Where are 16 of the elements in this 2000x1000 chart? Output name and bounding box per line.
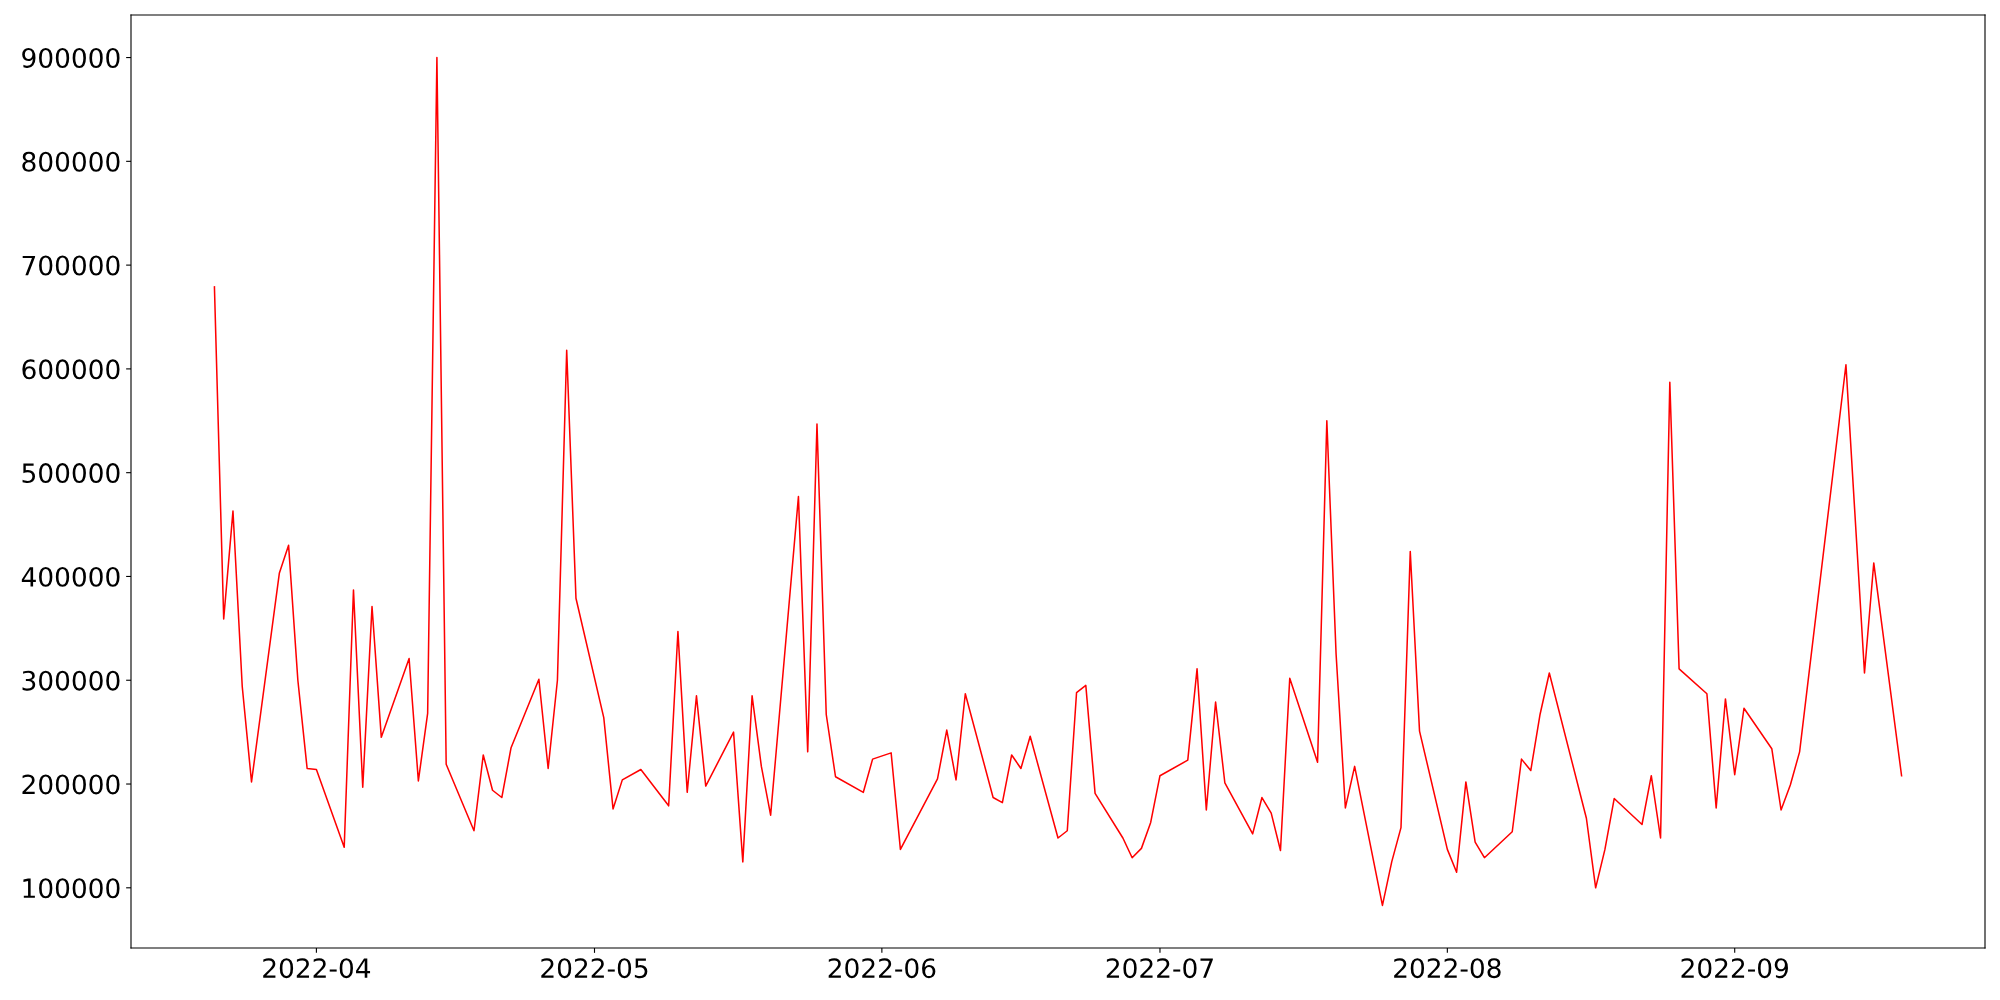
x-tick-label: 2022-04	[263, 958, 371, 979]
y-tick-label: 700000	[22, 255, 120, 276]
y-tick-label: 300000	[22, 670, 120, 691]
x-tick-label: 2022-09	[1681, 958, 1788, 979]
x-tick-label: 2022-05	[541, 958, 648, 979]
y-tick-label: 600000	[22, 359, 120, 380]
y-tick-label: 900000	[22, 47, 120, 68]
y-tick-label: 100000	[23, 878, 120, 899]
line-series	[213, 56, 1903, 907]
x-tick-label: 2022-08	[1394, 958, 1501, 979]
y-tick-label: 500000	[22, 463, 120, 484]
x-tick-label: 2022-06	[828, 958, 936, 979]
y-tick-label: 200000	[22, 774, 120, 795]
y-tick-label: 800000	[22, 151, 120, 172]
x-tick-label: 2022-07	[1106, 958, 1213, 979]
y-tick-label: 400000	[21, 566, 120, 587]
